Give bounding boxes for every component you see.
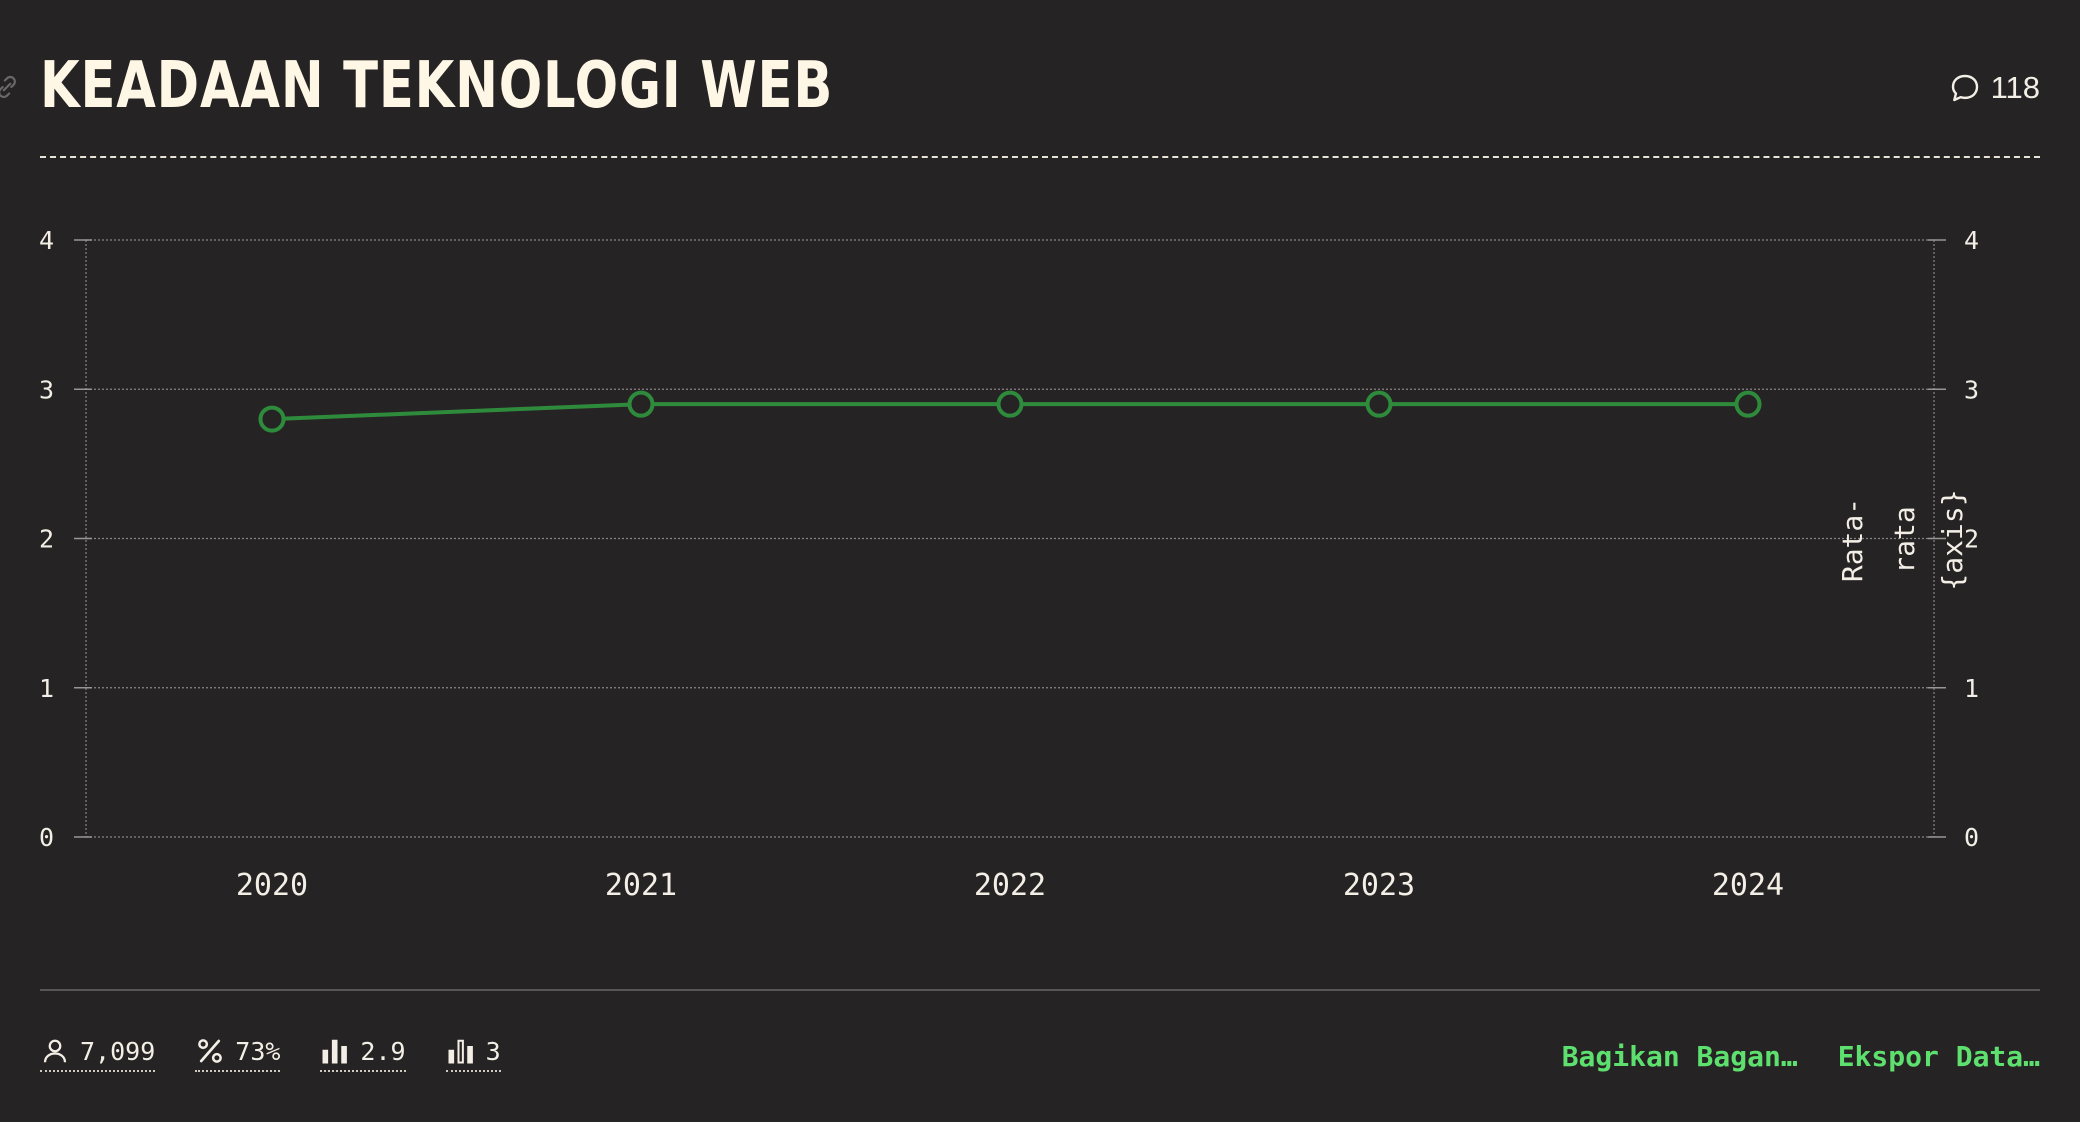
percent-icon <box>198 1039 223 1063</box>
stat-median[interactable]: 3 <box>445 1036 501 1072</box>
y-tick-label-left: 3 <box>39 375 54 404</box>
y-tick-label-right: 1 <box>1964 674 1979 703</box>
stats-bar: 7,099 73% 2.9 3 <box>40 1036 501 1072</box>
line-chart: 0 1 2 3 4 0 1 2 3 4 2020 2021 2022 2023 2024 Rata-rata {… <box>39 226 1979 903</box>
chart-labels: 0 1 2 3 4 0 1 2 3 4 2020 2021 2022 2023 2024 Rata-rata {… <box>39 226 1979 903</box>
stat-median-value: 3 <box>485 1036 501 1066</box>
chart-series <box>258 390 1762 433</box>
data-point <box>627 390 655 418</box>
y-tick-label-right: 0 <box>1964 823 1979 852</box>
link-icon[interactable] <box>0 74 20 100</box>
y-tick-label-left: 2 <box>39 525 54 554</box>
data-point <box>1734 390 1762 418</box>
stat-average-value: 2.9 <box>360 1036 406 1066</box>
y-tick-label-left: 1 <box>39 674 54 703</box>
comment-count: 118 <box>1990 70 2040 105</box>
chart-actions: Bagikan Bagan… Ekspor Data… <box>1562 1040 2040 1073</box>
data-point <box>258 405 286 433</box>
y-axis-label-right-line: rata <box>1888 506 1921 573</box>
y-tick-label-right: 2 <box>1964 525 1979 554</box>
bar-chart-outline-icon <box>448 1039 473 1064</box>
comment-icon <box>1951 74 1978 102</box>
stat-respondents-value: 7,099 <box>80 1036 156 1066</box>
stat-percent-value: 73% <box>235 1036 281 1066</box>
footer-divider <box>40 989 2040 991</box>
x-tick-label: 2024 <box>1712 868 1784 903</box>
y-tick-label-right: 3 <box>1964 375 1979 404</box>
page-title: KEADAAN TEKNOLOGI WEB <box>40 49 834 123</box>
y-tick-label-left: 4 <box>39 226 54 255</box>
share-chart-button[interactable]: Bagikan Bagan… <box>1561 1040 1798 1073</box>
y-tick-label-left: 0 <box>39 823 54 852</box>
chart-grid <box>85 239 1935 838</box>
chart-axes <box>74 239 1946 838</box>
person-icon <box>43 1039 67 1063</box>
x-tick-label: 2021 <box>605 868 677 903</box>
data-point <box>1365 390 1393 418</box>
stat-average[interactable]: 2.9 <box>320 1036 406 1072</box>
export-data-button[interactable]: Ekspor Data… <box>1837 1040 2040 1073</box>
comments-button[interactable]: 118 <box>1949 70 2040 106</box>
stat-percent[interactable]: 73% <box>195 1036 281 1072</box>
y-tick-label-right: 4 <box>1964 226 1979 255</box>
bar-chart-icon <box>322 1039 348 1064</box>
x-tick-label: 2022 <box>974 868 1046 903</box>
stat-respondents[interactable]: 7,099 <box>40 1036 156 1072</box>
y-axis-label-right-line: {axis} <box>1936 489 1969 590</box>
header-divider <box>40 156 2040 158</box>
y-axis-label-right-line: Rata- <box>1836 498 1869 582</box>
x-tick-label: 2023 <box>1343 868 1415 903</box>
data-point <box>996 390 1024 418</box>
x-tick-label: 2020 <box>236 868 308 903</box>
